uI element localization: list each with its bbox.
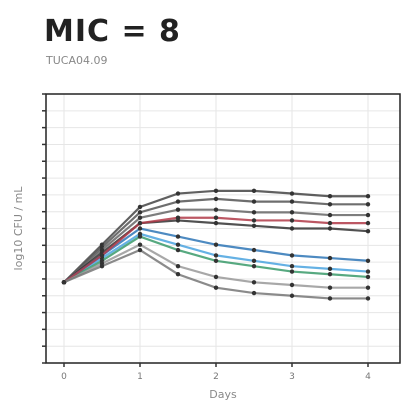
data-point	[327, 285, 333, 290]
data-point	[175, 207, 181, 212]
chart-title: MIC = 8	[44, 14, 181, 49]
data-point	[175, 199, 181, 204]
data-point	[175, 263, 181, 269]
data-point	[365, 228, 371, 234]
grid	[46, 93, 400, 364]
data-point	[175, 272, 181, 277]
data-point	[365, 296, 371, 301]
data-point	[99, 263, 105, 269]
data-point	[251, 188, 257, 194]
x-tick-label: 1	[137, 372, 143, 382]
data-point	[61, 280, 67, 285]
data-point	[327, 226, 333, 231]
data-point	[213, 258, 219, 263]
data-point	[289, 282, 295, 288]
x-ticks: 0 1 2 3 4	[61, 363, 371, 382]
data-point	[137, 242, 143, 247]
y-axis-label: log10 CFU / mL	[12, 186, 25, 271]
data-point	[213, 215, 219, 220]
x-axis-label: Days	[209, 388, 237, 401]
data-point	[175, 242, 181, 247]
data-point	[251, 218, 257, 223]
data-point	[251, 247, 257, 253]
x-tick-label: 4	[365, 372, 371, 382]
data-point	[137, 226, 143, 231]
data-point	[251, 199, 257, 204]
data-point	[327, 272, 333, 277]
data-point	[137, 234, 143, 239]
series-group	[61, 188, 371, 301]
data-point	[365, 269, 371, 274]
data-point	[327, 255, 333, 261]
data-point	[289, 226, 295, 231]
data-point	[175, 234, 181, 239]
data-point	[289, 263, 295, 269]
data-point	[289, 269, 295, 274]
data-point	[137, 247, 143, 253]
data-point	[251, 223, 257, 229]
data-point	[175, 247, 181, 253]
data-point	[289, 191, 295, 196]
data-point	[213, 253, 219, 258]
data-point	[99, 253, 105, 258]
data-point	[289, 218, 295, 223]
data-point	[251, 280, 257, 285]
data-point	[327, 194, 333, 199]
data-point	[327, 266, 333, 272]
y-ticks	[42, 93, 46, 364]
data-point	[365, 285, 371, 290]
data-point	[365, 194, 371, 199]
data-point	[175, 191, 181, 196]
data-point	[327, 202, 333, 207]
data-point	[365, 258, 371, 263]
data-point	[327, 296, 333, 301]
data-point	[213, 188, 219, 194]
data-point	[365, 220, 371, 226]
data-point	[213, 242, 219, 247]
data-point	[289, 199, 295, 204]
data-point	[137, 204, 143, 210]
data-point	[251, 258, 257, 263]
data-point	[251, 263, 257, 269]
x-tick-label: 3	[289, 372, 295, 382]
data-point	[213, 285, 219, 290]
data-point	[365, 274, 371, 280]
data-point	[289, 293, 295, 298]
data-point	[213, 196, 219, 202]
data-point	[137, 215, 143, 220]
data-point	[213, 274, 219, 280]
data-point	[175, 215, 181, 220]
data-point	[327, 212, 333, 218]
data-point	[213, 207, 219, 212]
data-point	[251, 290, 257, 296]
data-point	[289, 210, 295, 215]
data-point	[365, 202, 371, 207]
chart-subtitle: TUCA04.09	[46, 54, 108, 67]
data-point	[289, 253, 295, 258]
x-tick-label: 0	[61, 372, 67, 382]
data-point	[251, 210, 257, 215]
data-point	[327, 220, 333, 226]
data-point	[213, 220, 219, 226]
x-tick-label: 2	[213, 372, 219, 382]
data-point	[137, 220, 143, 226]
data-point	[365, 212, 371, 218]
data-point	[137, 210, 143, 215]
